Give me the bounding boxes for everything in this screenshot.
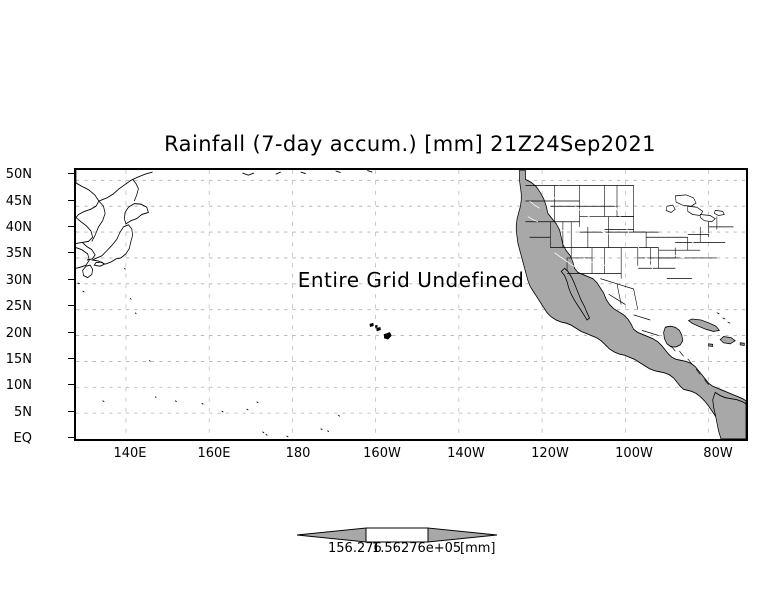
x-axis-label-180: 180 bbox=[285, 446, 311, 461]
y-axis-label-15n: 15N bbox=[5, 352, 32, 367]
x-axis-label-140e: 140E bbox=[113, 446, 147, 461]
colorbar-labels: 156.276 1.56276e+05 [mm] bbox=[297, 541, 497, 559]
us-state-boundaries bbox=[525, 185, 734, 385]
landmass-south-america bbox=[712, 391, 746, 439]
y-axis-label-35n: 35N bbox=[5, 246, 32, 261]
x-axis-label-160e: 160E bbox=[197, 446, 231, 461]
y-axis-label-25n: 25N bbox=[5, 299, 32, 314]
map-content: Entire Grid Undefined bbox=[76, 170, 746, 439]
x-axis-label-80w: 80W bbox=[703, 446, 733, 461]
y-axis-label-5n: 5N bbox=[14, 405, 32, 420]
x-axis-label-100w: 100W bbox=[615, 446, 653, 461]
plot-title-text: Rainfall (7-day accum.) [mm] 21Z24Sep202… bbox=[164, 132, 656, 156]
colorbar-max-arrow bbox=[427, 527, 497, 543]
y-axis-label-eq: EQ bbox=[13, 431, 32, 446]
y-tick-mark bbox=[68, 332, 74, 333]
coastline-aleutians bbox=[242, 170, 373, 176]
y-tick-mark bbox=[68, 411, 74, 412]
colorbar-unit-label: [mm] bbox=[460, 541, 496, 556]
y-tick-mark bbox=[68, 305, 74, 306]
y-axis-label-10n: 10N bbox=[5, 378, 32, 393]
y-tick-mark bbox=[68, 437, 74, 438]
map-landmasses bbox=[76, 170, 746, 439]
y-tick-mark bbox=[68, 252, 74, 253]
y-axis-label-40n: 40N bbox=[5, 220, 32, 235]
y-tick-mark bbox=[68, 226, 74, 227]
landmass-hawaii bbox=[369, 322, 392, 340]
x-axis-label-120w: 120W bbox=[531, 446, 569, 461]
map-plot-area[interactable]: Entire Grid Undefined bbox=[74, 168, 748, 441]
colorbar-svg bbox=[297, 527, 497, 543]
y-tick-mark bbox=[68, 200, 74, 201]
rivers bbox=[527, 185, 717, 288]
colorbar-center-box bbox=[365, 527, 429, 543]
colorbar[interactable] bbox=[297, 524, 497, 546]
landmass-caribbean bbox=[687, 312, 745, 347]
y-tick-mark bbox=[68, 358, 74, 359]
x-axis-label-160w: 160W bbox=[363, 446, 401, 461]
y-axis-label-20n: 20N bbox=[5, 326, 32, 341]
y-tick-mark bbox=[68, 384, 74, 385]
colorbar-min-arrow bbox=[297, 527, 367, 543]
y-tick-mark bbox=[68, 173, 74, 174]
colorbar-min-label: 156.276 bbox=[328, 541, 382, 556]
great-lakes bbox=[665, 194, 725, 223]
colorbar-max-label: 1.56276e+05 bbox=[372, 541, 462, 556]
page-title: Rainfall (7-day accum.) [mm] 21Z24Sep202… bbox=[0, 132, 784, 156]
landmass-north-america bbox=[515, 170, 746, 439]
map-svg bbox=[76, 170, 746, 439]
y-tick-mark bbox=[68, 279, 74, 280]
y-axis-label-45n: 45N bbox=[5, 194, 32, 209]
x-axis-label-140w: 140W bbox=[447, 446, 485, 461]
y-axis-label-30n: 30N bbox=[5, 273, 32, 288]
map-gridlines bbox=[76, 179, 746, 414]
coastline-asia bbox=[76, 170, 341, 438]
y-axis-label-50n: 50N bbox=[5, 167, 32, 182]
